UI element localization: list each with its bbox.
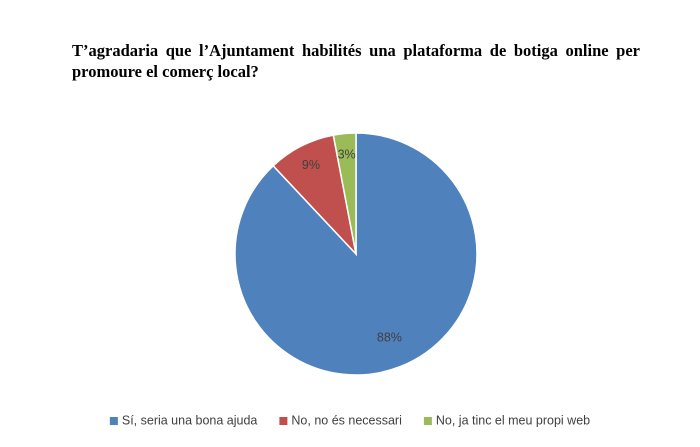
data-label: 88% bbox=[377, 331, 402, 345]
data-label: 3% bbox=[338, 148, 356, 162]
legend-swatch bbox=[109, 417, 118, 425]
legend-swatch bbox=[279, 417, 288, 425]
pie-slice bbox=[332, 132, 357, 255]
legend-swatch bbox=[423, 417, 432, 425]
legend-label: Sí, seria una bona ajuda bbox=[122, 413, 258, 427]
legend-label: No, no és necessari bbox=[291, 413, 401, 427]
pie-slice bbox=[234, 132, 478, 376]
data-label: 9% bbox=[302, 158, 320, 172]
chart-title: T’agradaria que l’Ajuntament habilités u… bbox=[72, 41, 640, 81]
legend-label: No, ja tinc el meu propi web bbox=[436, 413, 590, 427]
